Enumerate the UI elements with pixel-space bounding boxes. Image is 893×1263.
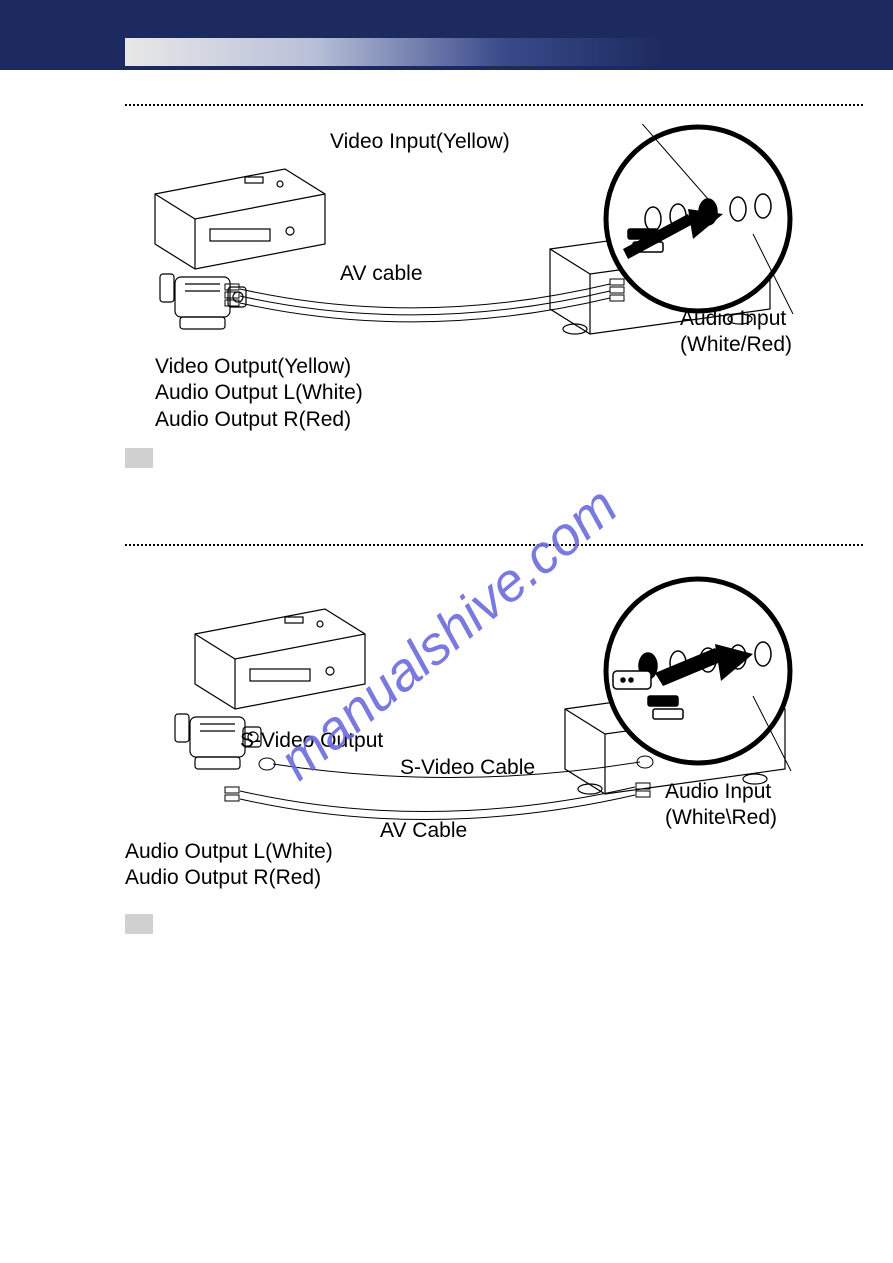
label-outputs-2: Audio Output L(White) Audio Output R(Red… bbox=[125, 839, 333, 892]
label-video-input: Video Input(Yellow) bbox=[330, 130, 510, 154]
label-audio-output-r-2: Audio Output R(Red) bbox=[125, 866, 321, 889]
label-audio-input-2: Audio Input (White\Red) bbox=[665, 779, 777, 832]
section2-divider bbox=[125, 544, 863, 546]
section2-diagram: S-Video Output S-Video Cable AV Cable bbox=[125, 564, 863, 944]
page-content: Video Input(Yellow) bbox=[125, 70, 863, 944]
label-audio-input-l2: (White/Red) bbox=[680, 333, 792, 356]
label-video-output: Video Output(Yellow) bbox=[155, 355, 351, 378]
section1-diagram: Video Input(Yellow) bbox=[125, 124, 863, 464]
header-bar bbox=[0, 0, 893, 70]
zoom-circle-icon-2 bbox=[593, 576, 803, 786]
label-audio-input-2-l1: Audio Input bbox=[665, 780, 771, 803]
header-gradient bbox=[125, 38, 665, 66]
tip-marker bbox=[125, 448, 153, 468]
section1-divider bbox=[125, 104, 863, 106]
label-audio-output-l: Audio Output L(White) bbox=[155, 381, 363, 404]
label-audio-input-2-l2: (White\Red) bbox=[665, 806, 777, 829]
label-audio-input-l1: Audio Input bbox=[680, 307, 786, 330]
label-audio-output-r: Audio Output R(Red) bbox=[155, 408, 351, 431]
label-audio-output-l-2: Audio Output L(White) bbox=[125, 840, 333, 863]
label-svideo-output: S-Video Output bbox=[240, 729, 383, 753]
zoom-circle-icon bbox=[593, 124, 803, 324]
label-outputs: Video Output(Yellow) Audio Output L(Whit… bbox=[155, 354, 363, 433]
tip-marker-2 bbox=[125, 914, 153, 934]
label-audio-input: Audio Input (White/Red) bbox=[680, 306, 792, 359]
